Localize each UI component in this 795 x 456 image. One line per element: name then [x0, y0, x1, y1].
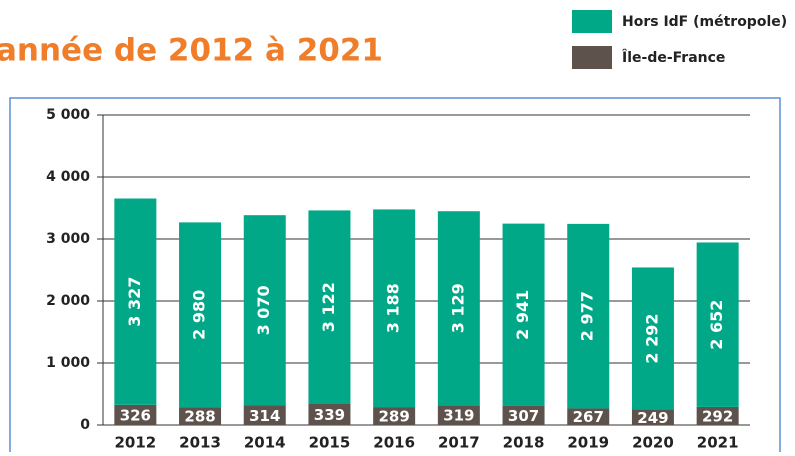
chart-frame	[9, 97, 781, 456]
bar-segment	[179, 222, 222, 408]
bar-segment	[502, 405, 545, 425]
bar-segment	[373, 407, 416, 425]
bar-segment	[114, 198, 157, 405]
x-tick-label: 2021	[697, 434, 739, 452]
y-tick-label: 3 000	[46, 231, 90, 247]
value-label: 314	[249, 407, 280, 425]
bar-segment	[114, 404, 157, 425]
y-tick-label: 0	[80, 417, 90, 433]
value-label: 326	[120, 406, 151, 424]
legend-swatch	[572, 46, 612, 69]
legend-label: Hors IdF (métropole)	[622, 14, 787, 30]
value-label: 292	[702, 407, 733, 425]
value-label: 2 977	[578, 291, 597, 341]
y-tick-label: 5 000	[46, 107, 90, 123]
x-tick-label: 2013	[179, 434, 221, 452]
bar-segment	[502, 223, 545, 406]
value-label: 3 129	[448, 283, 467, 333]
legend-label: Île-de-France	[622, 49, 725, 66]
value-label: 3 188	[384, 283, 403, 333]
bar-segment	[308, 403, 351, 425]
bar-segment	[243, 215, 286, 406]
bar-segment	[696, 242, 739, 407]
value-label: 3 327	[125, 277, 144, 327]
bar-segment	[179, 407, 222, 425]
bar-segment	[373, 209, 416, 408]
bar-segment	[696, 406, 739, 425]
bar-segment	[567, 223, 610, 409]
value-label: 339	[314, 406, 345, 424]
value-label: 289	[378, 408, 409, 426]
bar-segment	[631, 409, 674, 425]
bar-segment	[308, 210, 351, 404]
bar-segment	[631, 267, 674, 410]
value-label: 3 122	[319, 282, 338, 332]
bar-segment	[567, 408, 610, 425]
value-label: 267	[573, 408, 604, 426]
y-tick-label: 2 000	[46, 293, 90, 309]
bar-segment	[437, 211, 480, 406]
value-label: 319	[443, 407, 474, 425]
chart-title: année de 2012 à 2021	[0, 33, 383, 69]
x-tick-label: 2018	[503, 434, 545, 452]
value-label: 307	[508, 407, 539, 425]
x-tick-label: 2017	[438, 434, 480, 452]
value-label: 288	[184, 408, 215, 426]
x-tick-label: 2020	[632, 434, 674, 452]
value-label: 2 292	[642, 313, 661, 363]
x-tick-label: 2012	[114, 434, 156, 452]
x-tick-label: 2014	[244, 434, 286, 452]
value-label: 2 652	[707, 300, 726, 350]
legend-swatch	[572, 10, 612, 33]
y-tick-label: 4 000	[46, 169, 90, 185]
value-label: 2 941	[513, 290, 532, 340]
bar-segment	[243, 405, 286, 425]
x-tick-label: 2019	[567, 434, 609, 452]
value-label: 249	[637, 409, 668, 427]
value-label: 2 980	[190, 290, 209, 340]
value-label: 3 070	[254, 285, 273, 335]
y-tick-label: 1 000	[46, 355, 90, 371]
bar-segment	[437, 405, 480, 425]
x-tick-label: 2016	[373, 434, 415, 452]
x-tick-label: 2015	[309, 434, 351, 452]
